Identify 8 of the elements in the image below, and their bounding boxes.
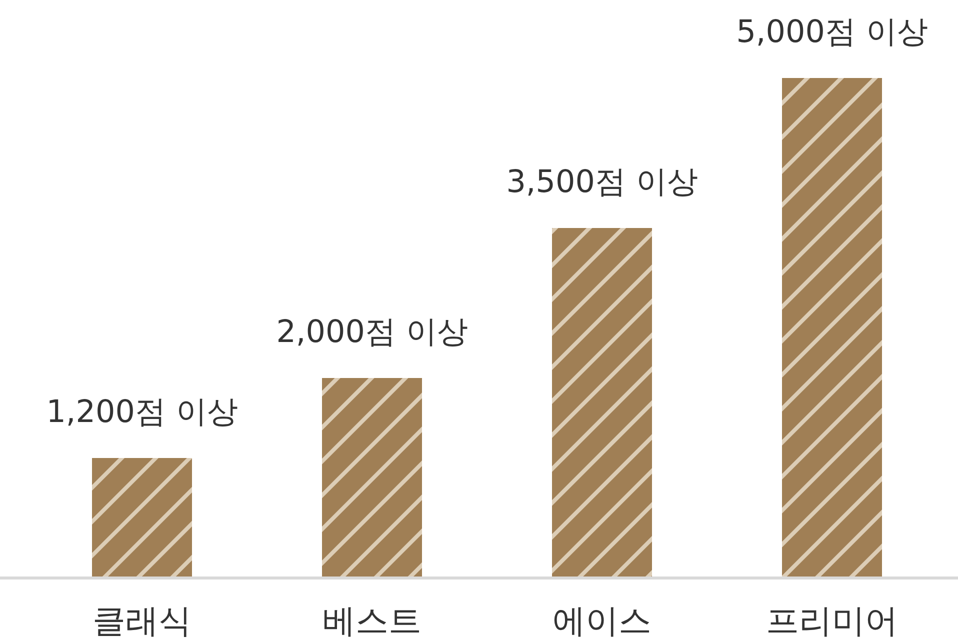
data-label: 1,200점 이상	[46, 394, 238, 430]
x-tick-label: 프리미어	[766, 601, 898, 640]
x-tick-label: 클래식	[92, 601, 192, 640]
x-tick-label: 에이스	[552, 601, 652, 640]
x-tick-label: 베스트	[322, 601, 422, 640]
data-label: 2,000점 이상	[276, 314, 468, 350]
data-label: 3,500점 이상	[506, 164, 698, 200]
data-label: 5,000점 이상	[736, 14, 928, 50]
